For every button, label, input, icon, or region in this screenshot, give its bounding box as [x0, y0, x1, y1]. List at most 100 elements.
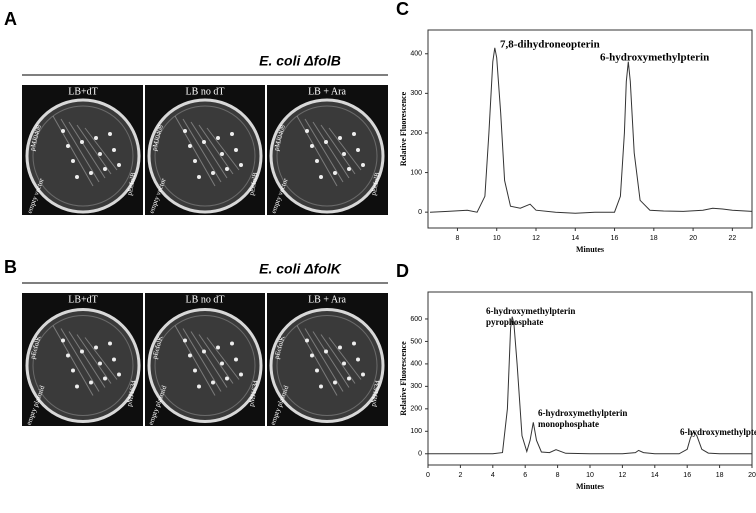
colony	[352, 132, 356, 136]
panel-letter: D	[396, 261, 409, 281]
colony	[188, 353, 192, 358]
plate-inner	[276, 105, 378, 207]
colony	[305, 129, 309, 133]
x-axis-label: Minutes	[576, 482, 604, 491]
colony	[98, 361, 102, 366]
medium-label: LB + Ara	[308, 86, 346, 97]
colony	[361, 372, 365, 377]
plate-inner	[154, 315, 256, 416]
streak	[84, 337, 118, 380]
panel-letter: C	[396, 0, 409, 19]
colony	[310, 353, 314, 358]
colony	[324, 140, 328, 144]
plate-label: pEcfolB	[248, 171, 260, 196]
plate-inner	[154, 105, 256, 207]
streak	[198, 124, 234, 175]
colony	[71, 159, 75, 163]
colony	[356, 148, 360, 152]
y-tick-label: 0	[418, 451, 422, 458]
colony	[230, 341, 234, 346]
colony	[71, 368, 75, 373]
x-tick-label: 8	[456, 235, 460, 242]
colony	[66, 353, 70, 358]
panel-title: E. coli ΔfolB	[259, 53, 341, 69]
colony	[234, 357, 238, 362]
colony	[230, 132, 234, 136]
colony	[197, 384, 201, 389]
peak-annotation: 6-hydroxymethylpterin	[680, 427, 756, 437]
peak-annotation: pyrophosphate	[486, 317, 543, 327]
peak-annotation: 6-hydroxymethylpterin	[600, 52, 709, 64]
colony	[216, 136, 220, 140]
colony	[117, 163, 121, 167]
colony	[342, 152, 346, 156]
colony	[361, 163, 365, 167]
colony	[225, 376, 229, 381]
x-tick-label: 2	[458, 472, 462, 479]
plate-inner	[276, 315, 378, 416]
colony	[108, 132, 112, 136]
streak	[174, 115, 216, 187]
colony	[347, 167, 351, 171]
streak	[52, 325, 94, 396]
y-tick-label: 100	[410, 169, 422, 176]
x-tick-label: 16	[611, 235, 619, 242]
x-tick-label: 8	[556, 472, 560, 479]
chromatogram-line	[428, 316, 752, 455]
streak	[174, 325, 216, 396]
colony	[305, 338, 309, 343]
colony	[356, 357, 360, 362]
colony	[98, 152, 102, 156]
streak	[328, 337, 362, 380]
colony	[75, 384, 79, 389]
x-tick-label: 20	[748, 472, 756, 479]
x-tick-label: 14	[651, 472, 659, 479]
colony	[319, 175, 323, 179]
x-tick-label: 16	[683, 472, 691, 479]
y-tick-label: 0	[418, 209, 422, 216]
medium-label: LB no dT	[186, 86, 225, 97]
streak	[312, 331, 350, 388]
medium-label: LB no dT	[186, 294, 225, 305]
streak	[190, 331, 228, 388]
y-tick-label: 300	[410, 383, 422, 390]
streak	[312, 121, 350, 179]
colony	[333, 380, 337, 385]
y-axis-label: Relative Fluorescence	[399, 91, 408, 166]
streak	[76, 124, 112, 175]
colony	[61, 338, 65, 343]
colony	[80, 349, 84, 354]
streak	[68, 331, 106, 388]
colony	[108, 341, 112, 346]
colony	[234, 148, 238, 152]
streak	[320, 334, 356, 384]
colony	[183, 338, 187, 343]
x-tick-label: 18	[650, 235, 658, 242]
plate-inner	[32, 315, 134, 416]
colony	[197, 175, 201, 179]
streak	[296, 325, 338, 396]
colony	[66, 144, 70, 148]
y-tick-label: 600	[410, 316, 422, 323]
colony	[225, 167, 229, 171]
plate-label: pEcfolB	[126, 171, 138, 196]
colony	[338, 345, 342, 350]
plate-inner	[32, 105, 134, 207]
x-tick-label: 6	[523, 472, 527, 479]
colony	[333, 171, 337, 175]
colony	[338, 136, 342, 140]
streak	[328, 127, 362, 171]
colony	[211, 171, 215, 175]
colony	[220, 152, 224, 156]
colony	[89, 171, 93, 175]
streak	[206, 337, 240, 380]
colony	[342, 361, 346, 366]
colony	[188, 144, 192, 148]
x-tick-label: 4	[491, 472, 495, 479]
x-tick-label: 10	[493, 235, 501, 242]
streak	[304, 118, 344, 183]
plate-label: pEcfolB	[370, 171, 382, 196]
chromatogram-line	[429, 47, 753, 214]
colony	[319, 384, 323, 389]
y-tick-label: 200	[410, 406, 422, 413]
